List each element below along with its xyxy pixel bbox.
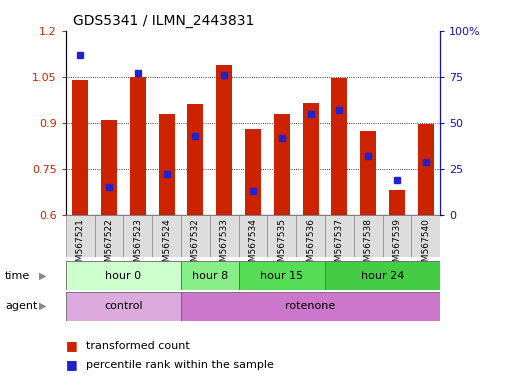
Text: GSM567521: GSM567521 xyxy=(76,218,84,273)
Text: agent: agent xyxy=(5,301,37,311)
Bar xyxy=(411,215,439,257)
Bar xyxy=(159,114,174,215)
Bar xyxy=(388,190,404,215)
Text: hour 0: hour 0 xyxy=(105,270,141,281)
Text: ▶: ▶ xyxy=(39,270,46,281)
Text: GSM567540: GSM567540 xyxy=(421,218,429,273)
Bar xyxy=(181,261,238,290)
Text: GSM567522: GSM567522 xyxy=(104,218,113,273)
Bar xyxy=(331,78,346,215)
Bar xyxy=(238,215,267,257)
Text: GSM567534: GSM567534 xyxy=(248,218,257,273)
Text: GSM567537: GSM567537 xyxy=(334,218,343,273)
Bar xyxy=(382,215,411,257)
Text: hour 24: hour 24 xyxy=(360,270,403,281)
Bar xyxy=(324,261,439,290)
Text: percentile rank within the sample: percentile rank within the sample xyxy=(86,360,273,370)
Bar xyxy=(210,215,238,257)
Bar xyxy=(324,215,353,257)
Text: time: time xyxy=(5,270,30,281)
Bar xyxy=(72,80,88,215)
Bar xyxy=(123,215,152,257)
Text: GDS5341 / ILMN_2443831: GDS5341 / ILMN_2443831 xyxy=(73,14,254,28)
Bar xyxy=(181,215,210,257)
Text: GSM567524: GSM567524 xyxy=(162,218,171,273)
Bar xyxy=(216,65,232,215)
Bar xyxy=(181,292,439,321)
Bar xyxy=(353,215,382,257)
Bar xyxy=(187,104,203,215)
Text: GSM567536: GSM567536 xyxy=(306,218,315,273)
Bar xyxy=(152,215,181,257)
Text: ■: ■ xyxy=(66,339,77,352)
Text: hour 8: hour 8 xyxy=(191,270,227,281)
Bar xyxy=(130,77,145,215)
Bar xyxy=(66,261,181,290)
Text: GSM567533: GSM567533 xyxy=(219,218,228,273)
Bar xyxy=(244,129,261,215)
Bar xyxy=(273,114,289,215)
Text: GSM567532: GSM567532 xyxy=(190,218,199,273)
Text: GSM567539: GSM567539 xyxy=(392,218,401,273)
Text: rotenone: rotenone xyxy=(285,301,335,311)
Bar xyxy=(417,124,433,215)
Bar xyxy=(94,215,123,257)
Text: control: control xyxy=(104,301,142,311)
Text: hour 15: hour 15 xyxy=(260,270,303,281)
Bar xyxy=(66,292,181,321)
Bar xyxy=(302,103,318,215)
Bar xyxy=(101,120,117,215)
Bar xyxy=(360,131,375,215)
Text: ▶: ▶ xyxy=(39,301,46,311)
Bar xyxy=(238,261,324,290)
Text: transformed count: transformed count xyxy=(86,341,189,351)
Bar xyxy=(267,215,295,257)
Text: ■: ■ xyxy=(66,358,77,371)
Bar xyxy=(295,215,324,257)
Text: GSM567523: GSM567523 xyxy=(133,218,142,273)
Text: GSM567535: GSM567535 xyxy=(277,218,286,273)
Bar xyxy=(66,215,94,257)
Text: GSM567538: GSM567538 xyxy=(363,218,372,273)
